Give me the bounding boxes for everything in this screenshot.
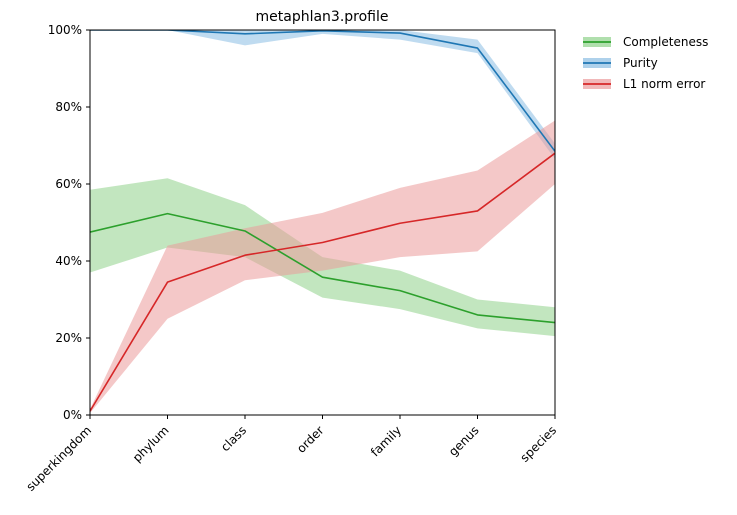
x-tick-label: family [368,423,404,459]
y-tick-label: 20% [55,331,82,345]
y-tick-label: 60% [55,177,82,191]
x-tick-label: phylum [130,423,172,465]
x-tick-label: superkingdom [23,423,94,494]
x-tick-label: class [218,423,249,454]
x-axis: superkingdom phylum class order family genus s… [23,415,559,494]
confidence-bands [90,30,555,414]
legend-item-l1-norm-error: L1 norm error [583,77,705,91]
band-l1-norm-error [90,120,555,414]
line-l1-norm-error [90,152,555,412]
y-tick-label: 0% [63,408,82,422]
legend-label: Purity [623,56,658,70]
legend-label: L1 norm error [623,77,705,91]
y-tick-label: 100% [48,23,82,37]
series-lines [90,30,555,412]
x-tick-label: order [294,423,327,456]
x-tick-label: species [518,423,560,465]
y-tick-label: 80% [55,100,82,114]
line-purity [90,30,555,152]
chart-title: metaphlan3.profile [256,9,389,25]
y-tick-label: 40% [55,254,82,268]
legend: Completeness Purity L1 norm error [583,35,708,91]
band-purity [90,30,555,159]
legend-label: Completeness [623,35,708,49]
legend-item-completeness: Completeness [583,35,708,49]
y-axis: 0% 20% 40% 60% 80% 100% [48,23,90,422]
line-completeness [90,212,555,324]
x-tick-label: genus [446,423,482,459]
legend-item-purity: Purity [583,56,658,70]
